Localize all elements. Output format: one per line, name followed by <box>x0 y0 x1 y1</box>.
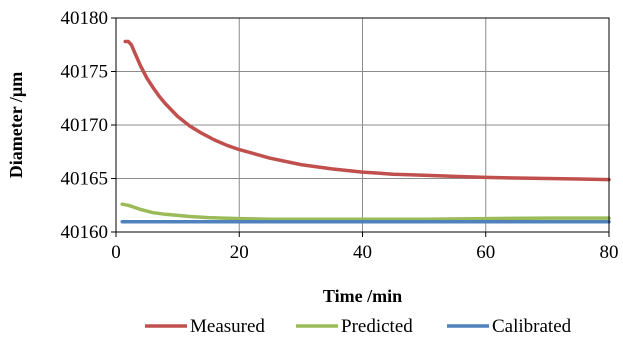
legend: Measured Predicted Calibrated <box>145 316 572 337</box>
series-line-measured <box>123 39 611 182</box>
x-tick-label-1: 20 <box>230 242 249 263</box>
x-tick-label-3: 60 <box>476 242 495 263</box>
x-axis-title: Time /min <box>323 286 402 306</box>
x-tick-label-0: 0 <box>111 242 121 263</box>
series-line-predicted <box>120 202 611 221</box>
legend-label-calibrated: Calibrated <box>492 316 572 337</box>
x-axis-ticks: 0 20 40 60 80 <box>111 232 619 263</box>
legend-label-predicted: Predicted <box>341 316 413 337</box>
y-tick-label-2: 40170 <box>61 115 109 136</box>
x-tick-label-2: 40 <box>353 242 372 263</box>
y-tick-label-1: 40165 <box>61 169 109 190</box>
y-axis-ticks: 40160 40165 40170 40175 40180 <box>61 8 116 243</box>
x-tick-label-4: 80 <box>600 242 619 263</box>
y-tick-label-3: 40175 <box>61 62 109 83</box>
y-axis-title: Diameter /µm <box>6 72 26 179</box>
y-tick-label-0: 40160 <box>61 222 109 243</box>
y-tick-label-4: 40180 <box>61 8 109 29</box>
series-lines <box>120 39 611 224</box>
legend-label-measured: Measured <box>190 316 265 337</box>
